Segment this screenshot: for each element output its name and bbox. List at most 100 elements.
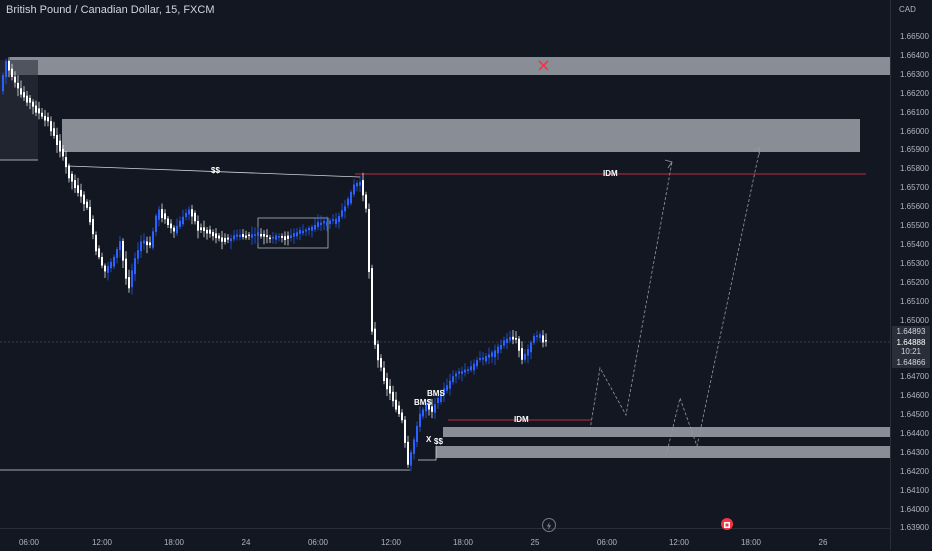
candle-body [254, 234, 256, 236]
candle-body [467, 369, 469, 371]
candle-body [335, 218, 337, 224]
candle-body [233, 235, 235, 240]
candle-body [83, 194, 85, 205]
candle-body [56, 134, 58, 146]
candle-body [272, 236, 274, 239]
time-axis[interactable] [0, 528, 890, 551]
time-label: 26 [818, 538, 828, 547]
candle-body [473, 363, 475, 371]
candle-body [230, 238, 232, 242]
candle-body [35, 105, 37, 113]
candle-body [488, 354, 490, 358]
candle-body [428, 403, 430, 410]
candle-body [257, 232, 259, 236]
liquidity-label-bottom: $$ [434, 437, 443, 446]
price-axis[interactable] [890, 0, 932, 550]
candle-body [518, 338, 520, 351]
candle-body [11, 68, 13, 77]
candle-body [251, 234, 253, 238]
candle-body [269, 237, 271, 240]
price-tick: 1.65200 [900, 277, 929, 287]
candle-body [2, 75, 4, 92]
candle-body [509, 336, 511, 341]
candle-body [179, 220, 181, 227]
candle-body [533, 336, 535, 343]
price-tick: 1.64600 [900, 391, 929, 401]
candle-body [485, 356, 487, 362]
demand-zone-1 [443, 427, 890, 437]
candle-body [47, 117, 49, 122]
candle-body [281, 235, 283, 238]
candle-body [401, 412, 403, 421]
time-label: 12:00 [91, 538, 113, 547]
price-tick: 1.64400 [900, 428, 929, 438]
candle-body [542, 335, 544, 343]
projection-path-2 [665, 147, 761, 457]
candle-body [284, 236, 286, 241]
currency-label: CAD [899, 5, 916, 14]
supply-zone-top [10, 57, 890, 75]
price-tick: 1.66000 [900, 126, 929, 136]
candle-body [491, 352, 493, 357]
candle-body [128, 277, 130, 289]
candle-body [122, 240, 124, 261]
time-label: 24 [241, 538, 251, 547]
price-tick: 1.64000 [900, 504, 929, 514]
candle-body [371, 268, 373, 332]
candle-body [74, 180, 76, 189]
candle-body [443, 388, 445, 395]
candle-body [209, 229, 211, 234]
candle-body [17, 82, 19, 89]
price-tick: 1.65000 [900, 315, 929, 325]
price-tick: 1.65300 [900, 258, 929, 268]
candle-body [440, 393, 442, 402]
candle-body [176, 225, 178, 234]
price-tick: 1.64500 [900, 410, 929, 419]
candle-body [308, 227, 310, 231]
price-tick: 1.65500 [900, 221, 929, 230]
candle-body [119, 241, 121, 251]
candle-body [140, 241, 142, 252]
candle-body [302, 230, 304, 234]
candle-body [314, 224, 316, 230]
candle-body [347, 198, 349, 206]
candle-body [389, 386, 391, 394]
candle-body [68, 165, 70, 179]
candle-body [494, 350, 496, 358]
candle-body [263, 233, 265, 237]
candle-body [539, 334, 541, 339]
candle-body [419, 413, 421, 427]
candle-body [86, 201, 88, 208]
price-tick: 1.65400 [900, 239, 929, 249]
lightning-icon[interactable] [542, 518, 556, 532]
candle-body [425, 403, 427, 412]
candle-body [497, 346, 499, 354]
candle-body [77, 185, 79, 193]
liquidity-trendline [67, 165, 361, 178]
candle-body [107, 266, 109, 273]
candle-body [506, 338, 508, 343]
candle-body [110, 261, 112, 269]
candle-body [524, 353, 526, 360]
demand-zone-2 [436, 446, 890, 458]
candle-body [359, 181, 361, 186]
candle-body [104, 265, 106, 272]
price-tick: 1.66200 [900, 88, 929, 98]
candle-body [392, 391, 394, 402]
candle-body [356, 182, 358, 187]
chart-title: British Pound / Canadian Dollar, 15, FXC… [6, 4, 215, 16]
bms-label-2: BMS [414, 398, 432, 407]
candle-body [206, 229, 208, 234]
candle-body [329, 220, 331, 225]
price-chart[interactable] [0, 0, 890, 528]
candle-body [479, 358, 481, 360]
candle-body [98, 248, 100, 258]
projection-path-1 [589, 161, 673, 431]
candle-body [32, 101, 34, 107]
candle-body [536, 335, 538, 337]
canada-flag-icon[interactable] [721, 518, 733, 530]
candle-body [131, 270, 133, 288]
candle-body [350, 191, 352, 204]
candle-body [149, 242, 151, 246]
candle-body [239, 234, 241, 238]
